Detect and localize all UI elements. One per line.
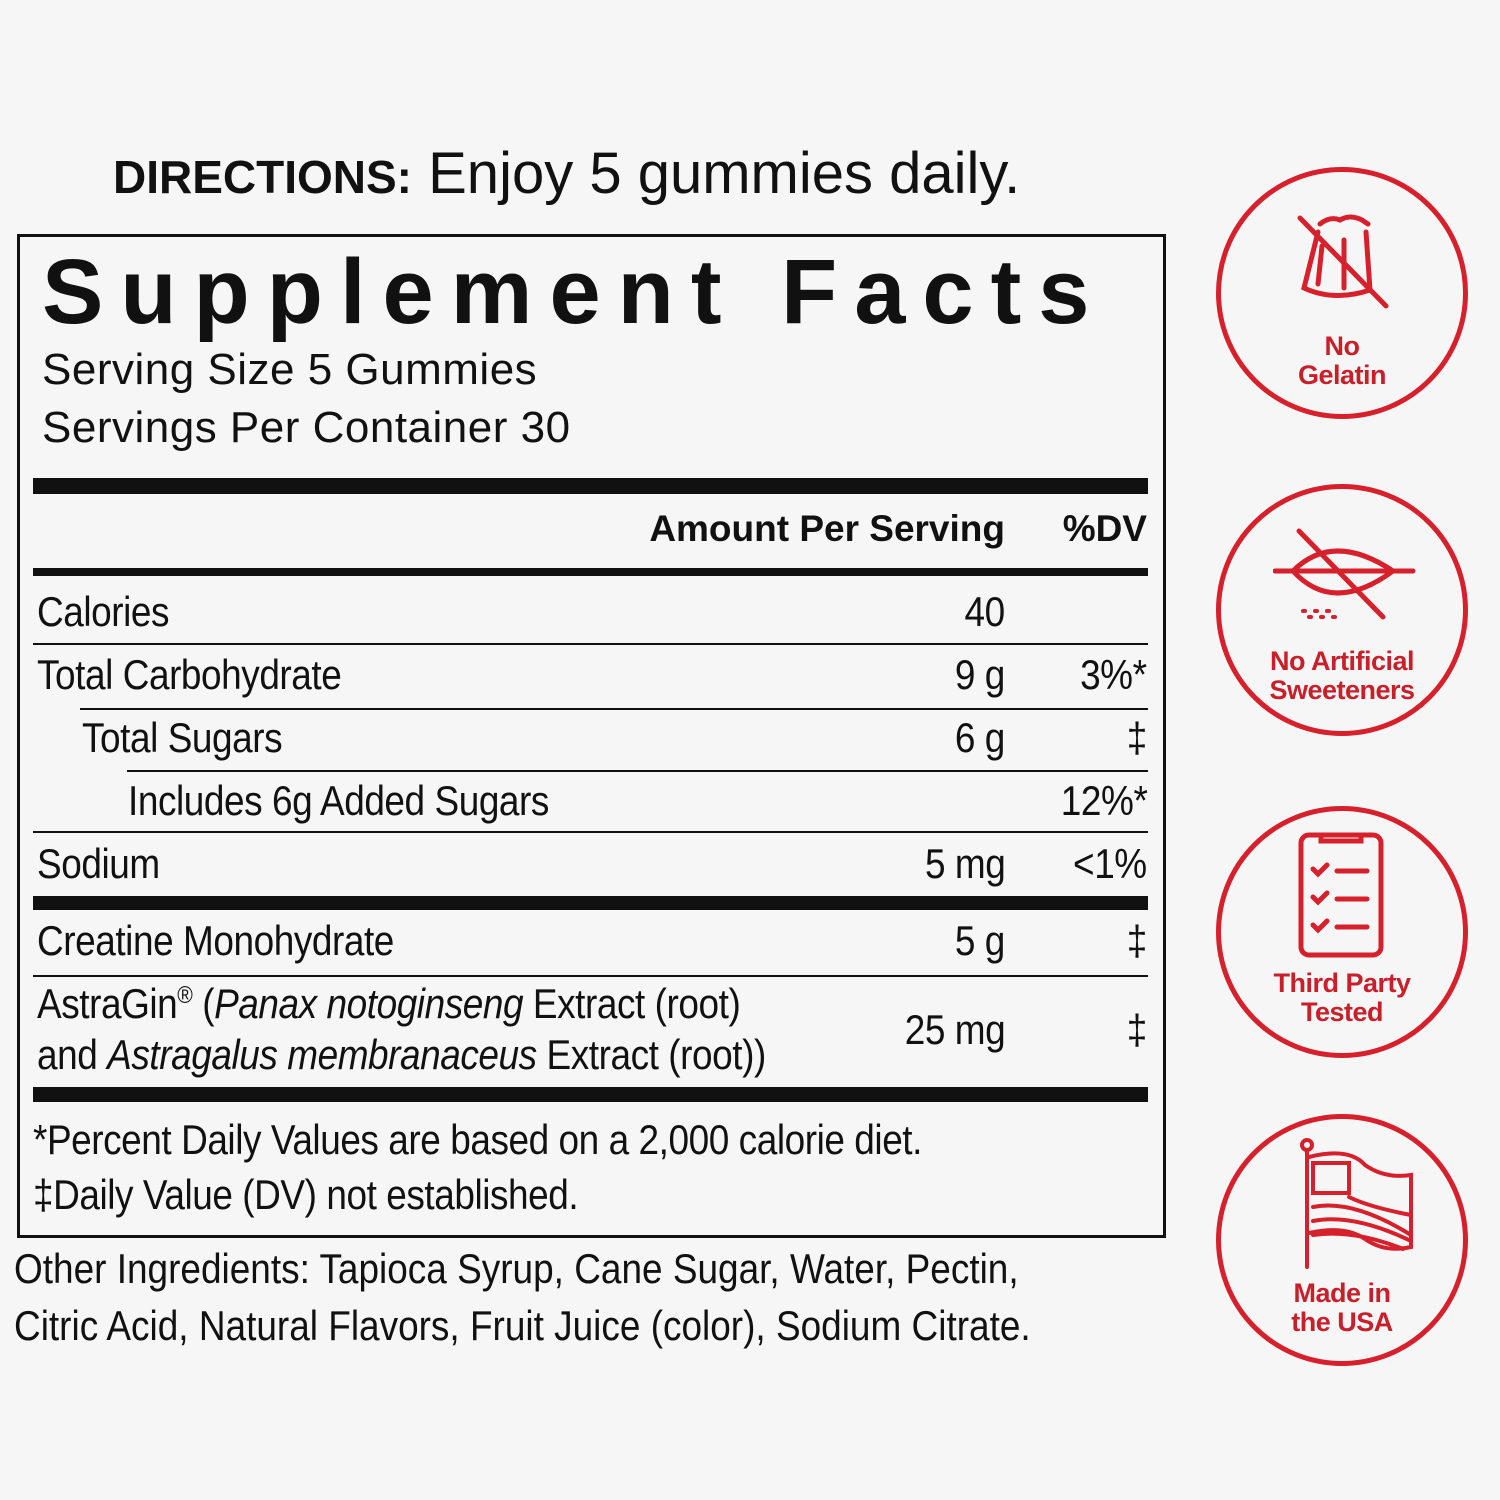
text: Extract (root)) [536,1031,767,1078]
medium-divider [33,568,1148,576]
no-gelatin-icon [1297,214,1389,309]
row-name: Total Sugars [82,714,283,761]
text: Extract (root) [523,980,741,1027]
badge-no-artificial-sweeteners: No Artificial Sweeteners [1216,484,1468,736]
row-dv: ‡ [1126,917,1148,964]
directions: DIRECTIONS: Enjoy 5 gummies daily. [113,140,1020,207]
row-name: Creatine Monohydrate [37,917,394,964]
footnote-dv: *Percent Daily Values are based on a 2,0… [33,1116,922,1163]
servings-per-container: Servings Per Container 30 [42,403,571,452]
divider [33,975,1148,977]
checklist-icon [1298,832,1384,958]
text: and [37,1031,108,1078]
row-name: Sodium [37,840,160,887]
directions-label: DIRECTIONS: [113,151,412,203]
serving-size: Serving Size 5 Gummies [42,345,538,394]
row-dv: ‡ [1126,1006,1148,1053]
badge-label: No Gelatin [1297,331,1387,390]
badge-no-gelatin: No Gelatin [1216,167,1468,419]
row-amount: 25 mg [904,1006,1005,1053]
divider [127,770,1148,772]
badge-label: Third Party Tested [1273,968,1411,1027]
header-dv: %DV [1062,508,1147,549]
footnote-not-established: ‡Daily Value (DV) not established. [33,1171,579,1218]
row-dv: ‡ [1126,714,1148,761]
directions-text: Enjoy 5 gummies daily. [428,141,1021,206]
row-amount: 6 g [954,714,1006,761]
thick-divider [33,478,1148,494]
row-dv: 3%* [1080,651,1148,698]
latin-name: Panax notoginseng [214,980,524,1027]
row-amount: 40 [964,588,1006,635]
row-amount: 5 mg [924,840,1006,887]
text: ( [192,980,215,1027]
badge-made-in-usa: Made in the USA [1216,1114,1468,1366]
other-ingredients-line2: Citric Acid, Natural Flavors, Fruit Juic… [14,1302,1031,1349]
divider [33,643,1148,645]
latin-name: Astragalus membranaceus [107,1031,537,1078]
other-ingredients-line1: Other Ingredients: Tapioca Syrup, Cane S… [14,1245,1019,1292]
badge-label: Made in the USA [1291,1278,1393,1337]
row-name-line1: AstraGin® (Panax notoginseng Extract (ro… [37,980,741,1028]
row-amount: 9 g [954,651,1006,698]
thick-divider [33,896,1148,910]
row-name: Total Carbohydrate [37,651,342,698]
divider [33,831,1148,833]
header-amount: Amount Per Serving [649,508,1005,549]
brand-name: AstraGin [37,980,178,1027]
usa-flag-icon [1300,1138,1413,1269]
row-name: Calories [37,588,170,635]
panel-title: Supplement Facts [42,241,1107,343]
registered-mark: ® [177,982,193,1009]
row-dv: <1% [1073,840,1147,887]
no-artificial-sweeteners-icon [1273,528,1416,620]
row-amount: 5 g [954,917,1006,964]
row-name: Includes 6g Added Sugars [128,777,549,824]
supplement-facts-panel [17,234,1166,1238]
badge-label: No Artificial Sweeteners [1269,646,1415,705]
badge-third-party-tested: Third Party Tested [1216,806,1468,1058]
row-dv: 12%* [1060,777,1147,824]
thick-divider [33,1087,1148,1102]
row-name-line2: and Astragalus membranaceus Extract (roo… [37,1031,766,1079]
divider [80,708,1148,710]
